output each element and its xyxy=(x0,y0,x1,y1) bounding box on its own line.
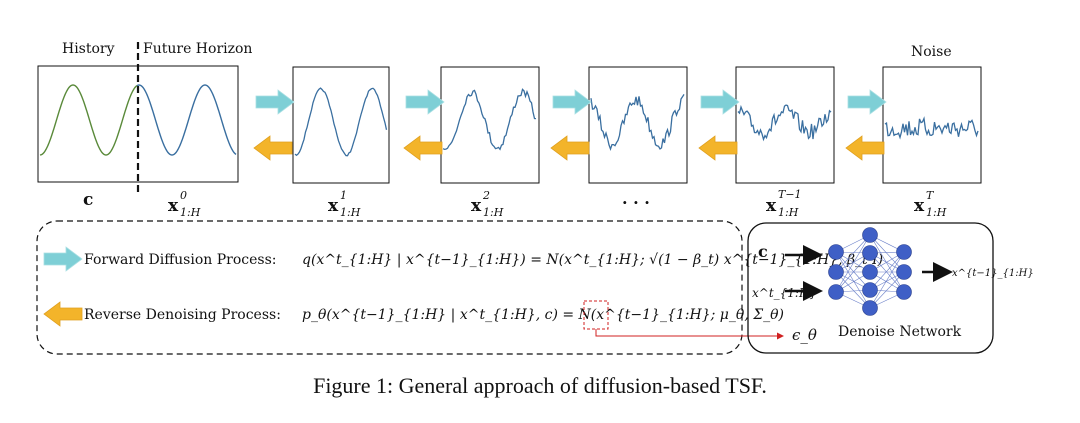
panel-label-x2: x 2 1:H xyxy=(471,189,504,219)
network-edge xyxy=(835,251,871,291)
network-edge xyxy=(835,271,871,309)
reverse-arrow-1 xyxy=(253,135,293,161)
reverse-equation: p_θ(x^{t−1}_{1:H} | x^t_{1:H}, c) = N(x^… xyxy=(302,307,784,323)
svg-text:T−1: T−1 xyxy=(778,188,802,201)
svg-text:x: x xyxy=(471,196,482,216)
network-edge xyxy=(869,252,905,293)
mu-theta-pointer-line xyxy=(595,329,784,340)
reverse-arrow-3 xyxy=(550,135,590,161)
panel-step-dots xyxy=(588,66,688,184)
network-node xyxy=(828,264,844,280)
svg-text:1:H: 1:H xyxy=(340,206,361,219)
network-output-label: x^{t−1}_{1:H} xyxy=(952,268,1034,279)
series-step-dots xyxy=(590,94,685,151)
reverse-arrow-5 xyxy=(845,135,885,161)
network-node xyxy=(828,284,844,300)
panel-label-xt-minus-1: x T−1 1:H xyxy=(766,188,802,219)
forward-arrow-4 xyxy=(700,89,740,115)
reverse-arrow-2 xyxy=(403,135,443,161)
network-edge xyxy=(869,234,905,273)
svg-text:x: x xyxy=(914,196,925,216)
forward-arrow-1 xyxy=(255,89,295,115)
panel-step-t xyxy=(882,66,982,184)
network-node xyxy=(828,244,844,260)
network-node xyxy=(896,284,912,300)
network-edge xyxy=(835,234,871,273)
network-edge xyxy=(835,251,871,309)
network-edge xyxy=(869,251,905,309)
svg-text:1:H: 1:H xyxy=(180,206,201,219)
network-edge xyxy=(869,251,905,291)
history-label: History xyxy=(62,41,115,57)
panel-label-c: c xyxy=(83,190,93,210)
panel-step-2 xyxy=(440,66,540,184)
network-node xyxy=(862,245,878,261)
reverse-legend-arrow xyxy=(43,301,83,327)
figure-caption: Figure 1: General approach of diffusion-… xyxy=(313,373,767,398)
future-horizon-label: Future Horizon xyxy=(143,41,252,57)
noise-label: Noise xyxy=(911,44,952,60)
network-input-x: x^t_{1:H} xyxy=(752,286,817,300)
panel-step-t-minus-1 xyxy=(735,66,835,184)
panel-label-xt: x T 1:H xyxy=(914,189,947,219)
network-node xyxy=(896,244,912,260)
history-series-line xyxy=(39,84,138,156)
svg-text:T: T xyxy=(926,189,935,202)
network-node xyxy=(896,264,912,280)
svg-text:x: x xyxy=(328,196,339,216)
network-node xyxy=(862,264,878,280)
network-node xyxy=(862,227,878,243)
network-title: Denoise Network xyxy=(838,324,962,340)
network-node xyxy=(862,282,878,298)
panel-label-x1: x 1 1:H xyxy=(328,189,361,219)
svg-text:1:H: 1:H xyxy=(778,206,799,219)
forward-arrow-3 xyxy=(552,89,592,115)
network-input-c: c xyxy=(758,242,768,261)
panel-label-ellipsis: . . . xyxy=(622,189,650,208)
svg-text:1:H: 1:H xyxy=(483,206,504,219)
process-legend-box xyxy=(36,220,743,355)
denoise-network-box xyxy=(747,222,994,354)
network-edge xyxy=(835,234,871,293)
svg-text:x: x xyxy=(168,196,179,216)
network-eps-label: ϵ_θ xyxy=(792,326,817,344)
forward-legend-arrow xyxy=(43,246,83,272)
svg-text:1: 1 xyxy=(340,189,347,202)
reverse-arrow-4 xyxy=(698,135,738,161)
forward-equation: q(x^t_{1:H} | x^{t−1}_{1:H}) = N(x^t_{1:… xyxy=(302,252,883,268)
panel-label-x0: x 0 1:H xyxy=(168,189,201,219)
mu-theta-highlight xyxy=(583,300,609,330)
forward-arrow-2 xyxy=(405,89,445,115)
svg-text:0: 0 xyxy=(180,189,187,202)
future-series-line xyxy=(136,84,237,156)
network-edge xyxy=(869,234,905,293)
svg-text:x: x xyxy=(766,196,777,216)
svg-text:2: 2 xyxy=(482,189,490,202)
forward-process-label: Forward Diffusion Process: xyxy=(84,252,276,268)
network-edge xyxy=(869,271,905,309)
series-step-t-minus-1 xyxy=(737,104,832,142)
series-step-1 xyxy=(294,87,388,157)
panel-step-1 xyxy=(292,66,390,184)
svg-text:1:H: 1:H xyxy=(926,206,947,219)
reverse-process-label: Reverse Denoising Process: xyxy=(84,307,281,323)
network-node xyxy=(862,300,878,316)
series-step-t xyxy=(884,116,979,140)
series-step-2 xyxy=(442,88,537,151)
forward-arrow-5 xyxy=(847,89,887,115)
network-edge xyxy=(835,252,871,293)
